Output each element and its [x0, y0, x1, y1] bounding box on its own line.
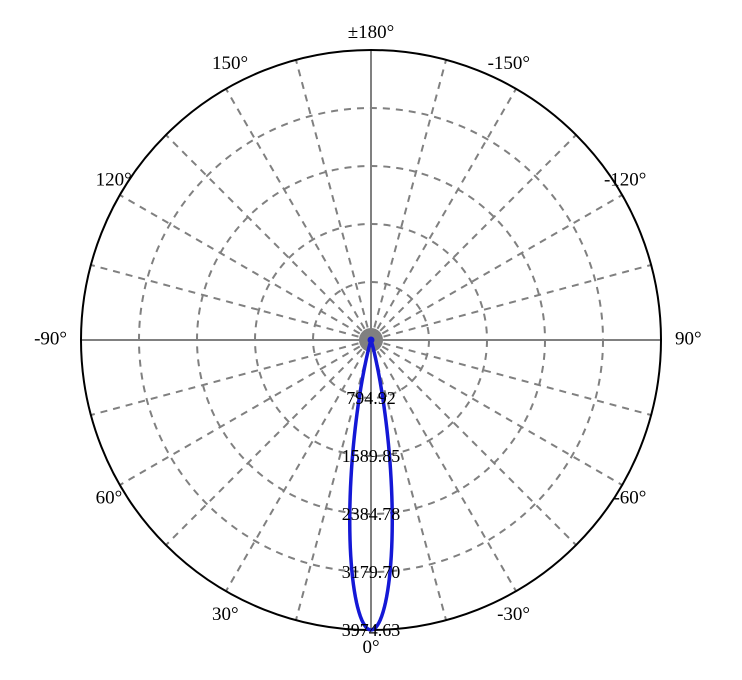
grid-spoke [120, 195, 371, 340]
radial-label: 794.92 [346, 388, 396, 408]
angle-label: ±180° [348, 22, 395, 43]
grid-spoke [120, 340, 371, 485]
grid-spoke [296, 60, 371, 340]
series-origin-dot [368, 337, 375, 344]
angle-label: 90° [675, 328, 702, 349]
grid-spoke [371, 340, 622, 485]
angle-label: -150° [488, 53, 530, 74]
angle-label: -90° [34, 328, 67, 349]
polar-chart: 794.921589.852384.783179.703974.63±180°1… [0, 0, 742, 680]
grid-spoke [91, 265, 371, 340]
angle-label: 120° [96, 169, 132, 190]
grid-spoke [371, 60, 446, 340]
angle-label: -60° [613, 487, 646, 508]
radial-label: 3179.70 [342, 562, 401, 582]
angle-label: 30° [212, 604, 239, 625]
grid-spoke [371, 195, 622, 340]
angle-label: -30° [497, 604, 530, 625]
radial-label: 1589.85 [342, 446, 401, 466]
grid-spoke [166, 340, 371, 545]
angle-label: 0° [362, 637, 379, 658]
grid-spoke [91, 340, 371, 415]
grid-spoke [371, 265, 651, 340]
grid-spoke [166, 135, 371, 340]
grid-spoke [371, 340, 576, 545]
grid-spoke [371, 340, 651, 415]
grid-spoke [371, 135, 576, 340]
angle-label: 60° [96, 487, 123, 508]
grid-spoke [226, 89, 371, 340]
grid-spoke [371, 89, 516, 340]
angle-label: 150° [212, 53, 248, 74]
radial-label: 2384.78 [342, 504, 401, 524]
angle-label: -120° [604, 169, 646, 190]
